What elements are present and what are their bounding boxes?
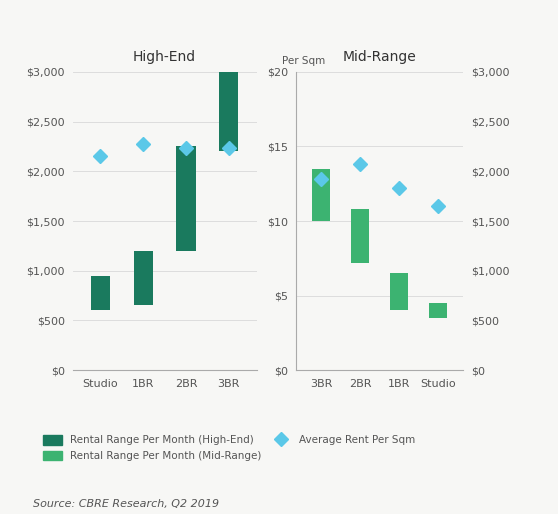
Legend: Rental Range Per Month (High-End), Rental Range Per Month (Mid-Range), Average R: Rental Range Per Month (High-End), Renta… <box>39 431 419 465</box>
Bar <box>351 209 369 263</box>
Bar <box>133 251 153 305</box>
Bar <box>219 72 238 152</box>
Bar <box>429 303 446 318</box>
Bar <box>390 273 408 310</box>
Text: Source: CBRE Research, Q2 2019: Source: CBRE Research, Q2 2019 <box>33 499 220 509</box>
Title: Mid-Range: Mid-Range <box>343 50 416 64</box>
Bar <box>91 276 110 310</box>
Bar <box>312 169 330 221</box>
Text: Per Sqm: Per Sqm <box>282 56 325 66</box>
Bar <box>176 146 196 251</box>
Title: High-End: High-End <box>133 50 196 64</box>
